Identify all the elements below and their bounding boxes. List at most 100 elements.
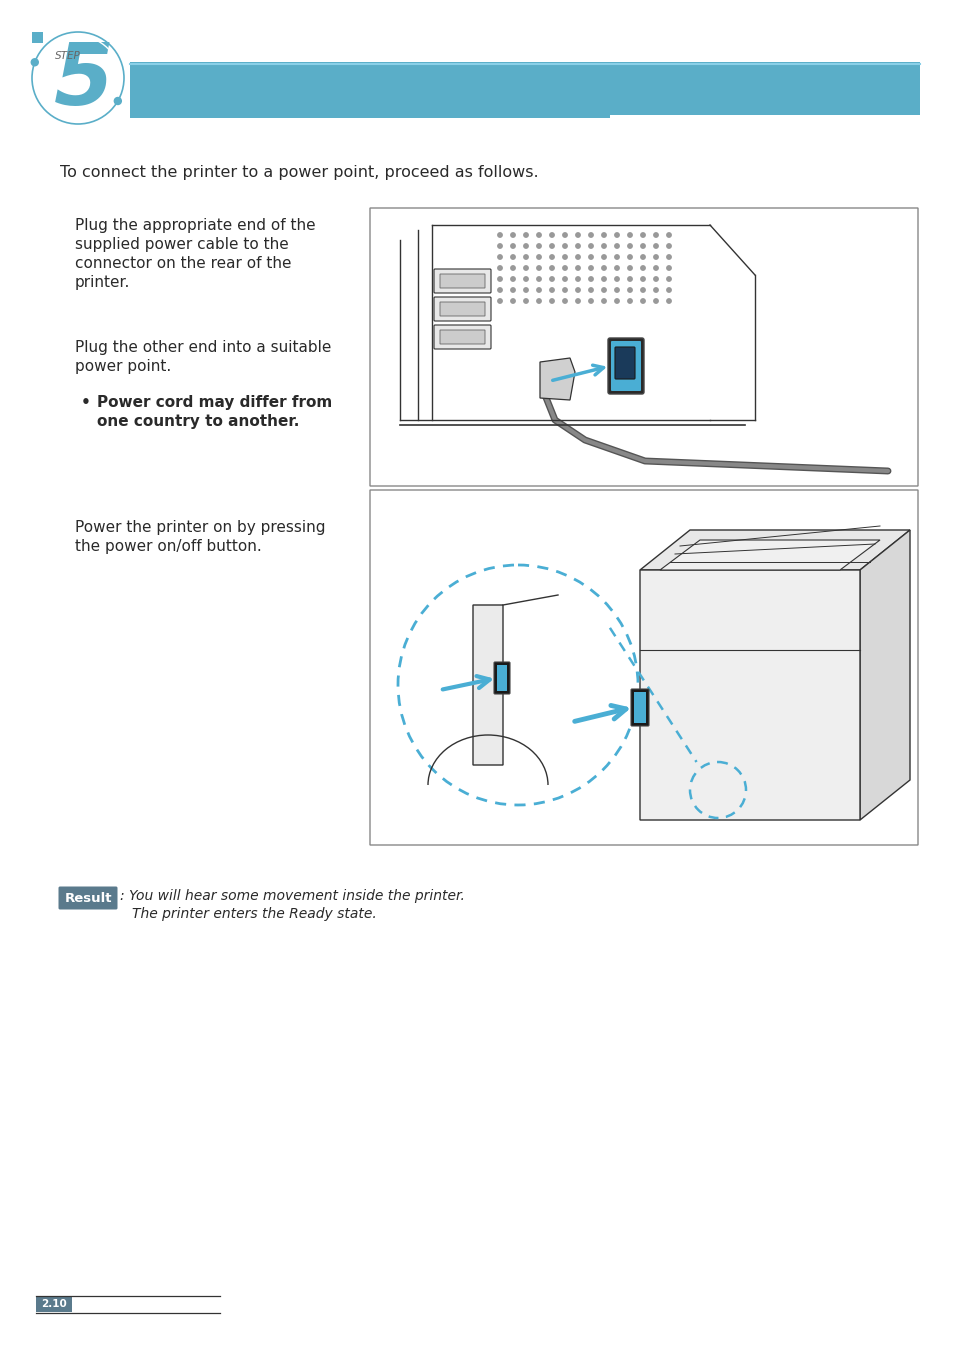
Circle shape	[497, 298, 501, 304]
Text: Power cord may differ from: Power cord may differ from	[97, 395, 332, 410]
Circle shape	[588, 298, 593, 304]
Circle shape	[549, 277, 554, 281]
FancyBboxPatch shape	[610, 341, 640, 391]
Circle shape	[601, 287, 605, 293]
FancyBboxPatch shape	[434, 297, 491, 321]
Polygon shape	[130, 62, 919, 117]
Circle shape	[666, 287, 671, 293]
FancyBboxPatch shape	[32, 32, 43, 43]
Polygon shape	[659, 540, 879, 571]
Polygon shape	[639, 530, 909, 571]
Circle shape	[523, 266, 528, 270]
Circle shape	[614, 298, 618, 304]
FancyBboxPatch shape	[36, 1296, 71, 1313]
FancyBboxPatch shape	[58, 886, 117, 909]
Circle shape	[537, 266, 540, 270]
Circle shape	[549, 287, 554, 293]
Circle shape	[523, 298, 528, 304]
Circle shape	[614, 266, 618, 270]
Circle shape	[666, 277, 671, 281]
Text: Plug the other end into a suitable: Plug the other end into a suitable	[75, 340, 331, 355]
Circle shape	[601, 298, 605, 304]
Circle shape	[627, 287, 632, 293]
Text: Power the printer on by pressing: Power the printer on by pressing	[75, 519, 325, 536]
Text: 2.10: 2.10	[41, 1299, 67, 1309]
Circle shape	[562, 287, 567, 293]
Circle shape	[576, 233, 579, 237]
Circle shape	[576, 298, 579, 304]
Circle shape	[576, 277, 579, 281]
Circle shape	[601, 244, 605, 248]
Circle shape	[549, 244, 554, 248]
Circle shape	[588, 277, 593, 281]
Circle shape	[653, 233, 658, 237]
Circle shape	[627, 266, 632, 270]
Circle shape	[666, 298, 671, 304]
Circle shape	[614, 244, 618, 248]
Circle shape	[549, 233, 554, 237]
Circle shape	[614, 287, 618, 293]
Circle shape	[31, 59, 38, 66]
Circle shape	[576, 287, 579, 293]
Circle shape	[27, 27, 129, 130]
Circle shape	[653, 255, 658, 259]
FancyBboxPatch shape	[370, 490, 917, 844]
Text: Plug the appropriate end of the: Plug the appropriate end of the	[75, 219, 315, 233]
Circle shape	[627, 244, 632, 248]
FancyBboxPatch shape	[439, 274, 484, 287]
FancyBboxPatch shape	[630, 689, 648, 726]
Circle shape	[562, 233, 567, 237]
Circle shape	[640, 255, 644, 259]
Text: To connect the printer to a power point, proceed as follows.: To connect the printer to a power point,…	[60, 165, 538, 179]
Circle shape	[562, 244, 567, 248]
Circle shape	[666, 244, 671, 248]
Circle shape	[497, 255, 501, 259]
Circle shape	[614, 277, 618, 281]
Circle shape	[510, 298, 515, 304]
Circle shape	[640, 287, 644, 293]
Polygon shape	[859, 530, 909, 820]
Circle shape	[510, 233, 515, 237]
Circle shape	[666, 255, 671, 259]
Circle shape	[523, 277, 528, 281]
Circle shape	[588, 255, 593, 259]
Circle shape	[588, 233, 593, 237]
Circle shape	[510, 244, 515, 248]
Circle shape	[601, 255, 605, 259]
Text: power point.: power point.	[75, 359, 172, 374]
Circle shape	[523, 287, 528, 293]
Circle shape	[562, 277, 567, 281]
Circle shape	[601, 266, 605, 270]
Circle shape	[627, 277, 632, 281]
FancyBboxPatch shape	[473, 604, 502, 765]
FancyBboxPatch shape	[497, 665, 506, 691]
Circle shape	[549, 266, 554, 270]
Circle shape	[537, 298, 540, 304]
Circle shape	[537, 244, 540, 248]
Circle shape	[523, 255, 528, 259]
Circle shape	[114, 97, 121, 104]
Circle shape	[640, 298, 644, 304]
Circle shape	[653, 287, 658, 293]
Text: 5: 5	[54, 40, 113, 124]
Circle shape	[627, 233, 632, 237]
Text: supplied power cable to the: supplied power cable to the	[75, 237, 289, 252]
Circle shape	[666, 266, 671, 270]
Text: connector on the rear of the: connector on the rear of the	[75, 256, 292, 271]
Circle shape	[510, 266, 515, 270]
Circle shape	[537, 233, 540, 237]
Text: •: •	[81, 395, 91, 410]
FancyBboxPatch shape	[439, 302, 484, 316]
FancyBboxPatch shape	[634, 692, 645, 723]
Circle shape	[562, 266, 567, 270]
Circle shape	[627, 255, 632, 259]
Circle shape	[497, 233, 501, 237]
Circle shape	[640, 244, 644, 248]
FancyBboxPatch shape	[639, 571, 859, 820]
Text: the power on/off button.: the power on/off button.	[75, 540, 261, 554]
Circle shape	[510, 287, 515, 293]
Circle shape	[614, 233, 618, 237]
Text: Result: Result	[64, 892, 112, 904]
FancyBboxPatch shape	[494, 662, 510, 693]
Circle shape	[666, 233, 671, 237]
